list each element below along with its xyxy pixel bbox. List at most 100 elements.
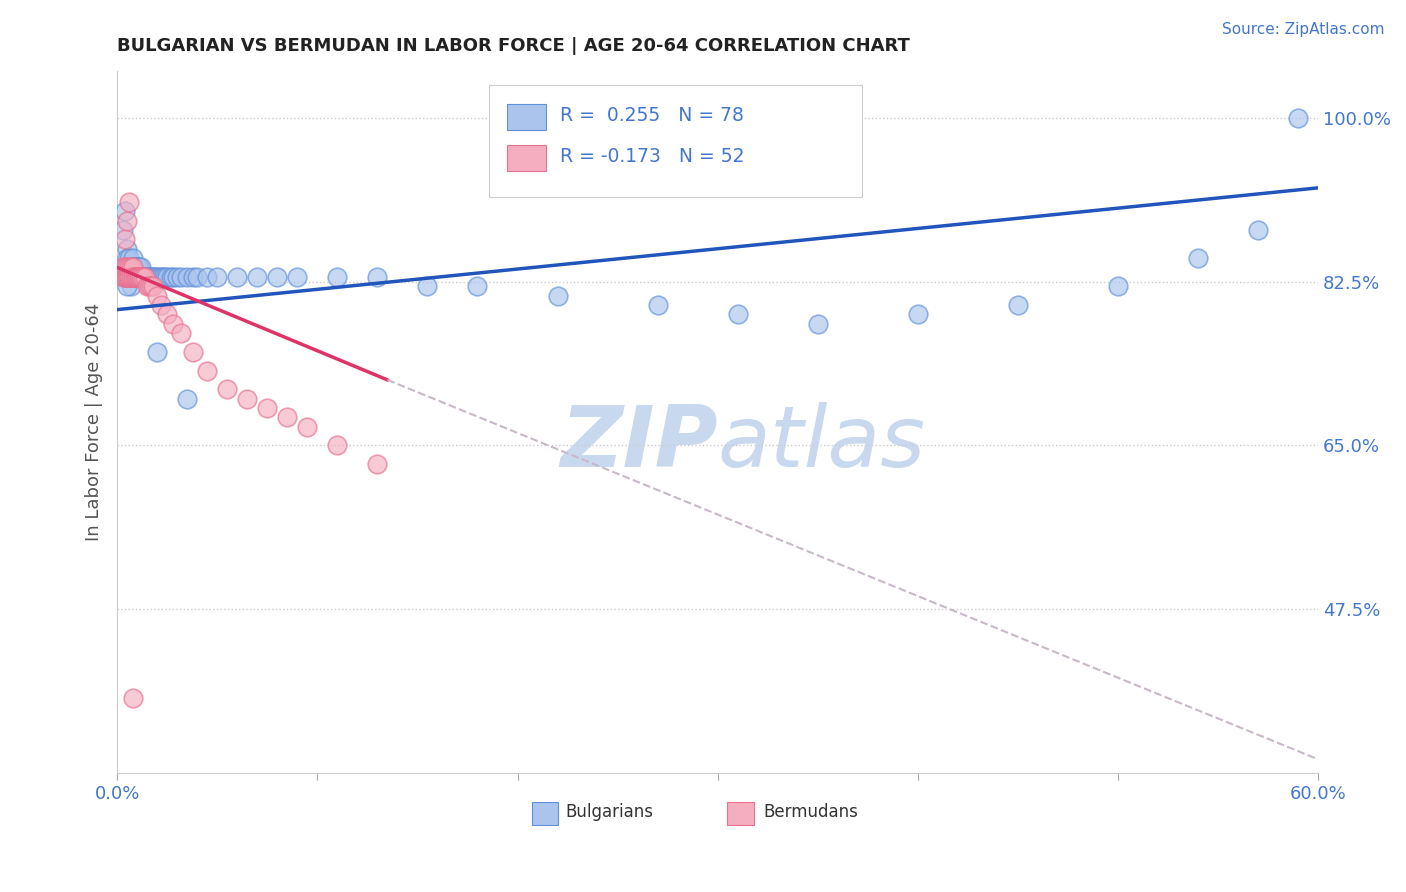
Point [120, 260, 142, 275]
Point [115, 269, 138, 284]
Point [134, 269, 156, 284]
Point [226, 269, 249, 284]
Point [132, 269, 155, 284]
Point [118, 269, 141, 284]
Point [128, 269, 150, 284]
Point [127, 260, 149, 275]
Point [1107, 279, 1129, 293]
Point [217, 382, 239, 396]
Point [138, 279, 160, 293]
Bar [508, 145, 546, 171]
Point [118, 251, 141, 265]
Text: atlas: atlas [717, 401, 925, 484]
Point [207, 269, 229, 284]
Point [142, 279, 165, 293]
Point [195, 269, 218, 284]
Point [122, 260, 145, 275]
Point [114, 204, 136, 219]
Point [124, 260, 146, 275]
Point [132, 269, 155, 284]
Point [1286, 111, 1309, 125]
Point [181, 269, 204, 284]
Point [416, 279, 439, 293]
Point [118, 260, 141, 275]
Point [138, 269, 160, 284]
Point [120, 260, 142, 275]
Point [127, 260, 149, 275]
Point [195, 363, 218, 377]
Point [326, 438, 349, 452]
Point [1247, 223, 1270, 237]
Point [136, 269, 159, 284]
Point [118, 269, 141, 284]
Point [141, 269, 163, 284]
Point [122, 269, 145, 284]
Point [155, 269, 177, 284]
Point [129, 269, 152, 284]
Point [122, 691, 145, 706]
Point [150, 269, 173, 284]
Point [120, 269, 142, 284]
Point [136, 269, 159, 284]
Point [326, 269, 349, 284]
Text: Bermudans: Bermudans [763, 803, 858, 821]
Point [118, 269, 141, 284]
Point [129, 269, 152, 284]
Point [141, 279, 163, 293]
Point [366, 269, 388, 284]
Point [118, 269, 141, 284]
Point [114, 269, 136, 284]
Point [122, 269, 145, 284]
Point [176, 392, 198, 406]
Point [170, 326, 193, 340]
FancyBboxPatch shape [489, 85, 862, 197]
Point [132, 269, 155, 284]
Point [112, 223, 135, 237]
Point [134, 269, 156, 284]
Point [138, 269, 160, 284]
Text: Bulgarians: Bulgarians [565, 803, 654, 821]
Point [366, 457, 388, 471]
Point [114, 232, 136, 246]
Point [547, 288, 569, 302]
Point [115, 279, 138, 293]
Point [166, 269, 188, 284]
Point [128, 260, 150, 275]
Point [142, 269, 165, 284]
Point [647, 298, 669, 312]
Point [170, 269, 193, 284]
Text: BULGARIAN VS BERMUDAN IN LABOR FORCE | AGE 20-64 CORRELATION CHART: BULGARIAN VS BERMUDAN IN LABOR FORCE | A… [117, 37, 910, 55]
Point [128, 269, 150, 284]
Point [114, 260, 136, 275]
Point [276, 410, 298, 425]
Point [127, 269, 149, 284]
Point [122, 269, 145, 284]
Point [118, 194, 141, 209]
Point [114, 260, 136, 275]
Point [124, 269, 146, 284]
Point [285, 269, 308, 284]
Point [122, 251, 145, 265]
Point [124, 269, 146, 284]
Point [176, 269, 198, 284]
Point [127, 269, 149, 284]
Point [115, 269, 138, 284]
Text: Source: ZipAtlas.com: Source: ZipAtlas.com [1222, 22, 1385, 37]
Y-axis label: In Labor Force | Age 20-64: In Labor Force | Age 20-64 [86, 303, 103, 541]
Text: ZIP: ZIP [560, 401, 717, 484]
Point [112, 260, 135, 275]
Point [134, 269, 156, 284]
Point [128, 269, 150, 284]
Point [127, 269, 149, 284]
Point [246, 269, 269, 284]
Point [115, 251, 138, 265]
Point [115, 260, 138, 275]
Point [146, 288, 169, 302]
Point [120, 269, 142, 284]
Point [120, 279, 142, 293]
Point [146, 344, 169, 359]
Point [127, 269, 149, 284]
Bar [531, 802, 558, 824]
Bar [508, 103, 546, 130]
Point [122, 260, 145, 275]
